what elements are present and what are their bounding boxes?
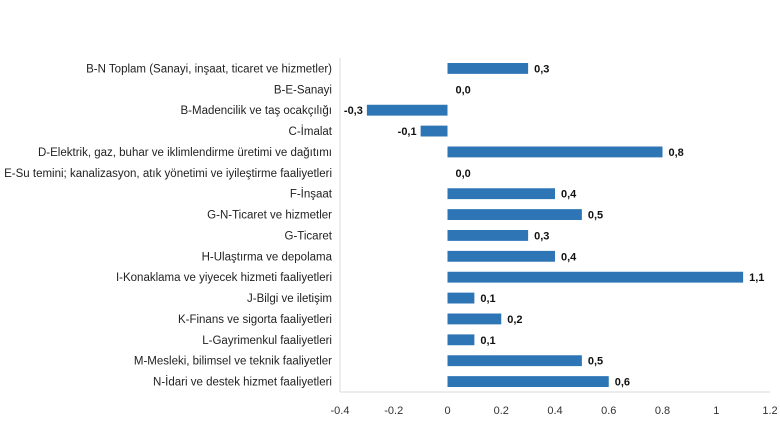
value-label: 0,4 (561, 251, 577, 263)
x-tick-label: 0.8 (655, 405, 670, 417)
bar (447, 63, 529, 74)
bar (447, 292, 475, 304)
category-label: C-İmalat (289, 125, 333, 138)
value-labels: 0,3 0,0 -0,3 -0,1 0,8 0,0 0,4 0,5 0,3 0,4 1,1 0,1 0,… (344, 63, 765, 388)
value-label: 0,1 (480, 335, 495, 347)
category-label: B-N Toplam (Sanayi, inşaat, ticaret ve h… (86, 63, 332, 75)
category-label: B-E-Sanayi (274, 84, 332, 96)
bar (447, 146, 663, 158)
bar (447, 209, 582, 220)
category-label: G-Ticaret (285, 230, 333, 242)
bar (447, 334, 475, 346)
bar (420, 125, 448, 137)
bar (447, 376, 609, 387)
category-label: D-Elektrik, gaz, buhar ve iklimlendirme … (38, 147, 332, 159)
value-label: 0,5 (588, 210, 603, 222)
category-label: H-Ulaştırma ve depolama (202, 251, 333, 263)
category-label: I-Konaklama ve yiyecek hizmeti faaliyetl… (116, 272, 332, 284)
bar (447, 271, 744, 283)
bar (447, 188, 555, 200)
value-label: 0,0 (456, 168, 471, 180)
value-label: 0,5 (588, 356, 603, 368)
category-label: G-N-Ticaret ve hizmetler (207, 210, 332, 222)
category-label: N-İdari ve destek hizmet faaliyetleri (153, 376, 332, 389)
value-label: 0,1 (480, 293, 495, 305)
value-label: 0,4 (561, 189, 577, 201)
category-label: K-Finans ve sigorta faaliyetleri (178, 314, 332, 326)
x-tick-label: 0.6 (601, 405, 616, 417)
bar (366, 104, 448, 116)
value-label: -0,3 (344, 105, 363, 117)
category-label: L-Gayrimenkul faaliyetleri (202, 335, 332, 347)
x-tick-label: 0 (444, 405, 450, 417)
value-label: 1,1 (749, 272, 764, 284)
x-tick-label: 1.2 (762, 405, 777, 417)
category-label: B-Madencilik ve taş ocakçılığı (181, 105, 332, 117)
x-tick-labels: -0.4 -0.2 0 0.2 0.4 0.6 0.8 1 1.2 (331, 405, 778, 417)
value-label: 0,2 (507, 314, 522, 326)
value-label: 0,3 (534, 63, 549, 75)
bar (447, 230, 529, 241)
category-label: F-İnşaat (290, 188, 333, 201)
bars (366, 63, 744, 387)
category-label: M-Mesleki, bilimsel ve teknik faaliyetle… (134, 356, 332, 368)
value-label: 0,3 (534, 230, 549, 242)
value-label: 0,8 (669, 147, 684, 159)
bar (447, 313, 502, 325)
x-tick-label: 0.4 (547, 405, 562, 417)
category-label: J-Bilgi ve iletişim (247, 293, 332, 305)
value-label: -0,1 (398, 126, 417, 138)
value-label: 0,0 (456, 84, 471, 96)
bar (447, 250, 555, 262)
value-label: 0,6 (615, 377, 630, 389)
category-label: E-Su temini; kanalizasyon, atık yönetimi… (4, 168, 332, 180)
category-labels: B-N Toplam (Sanayi, inşaat, ticaret ve h… (4, 63, 333, 388)
x-tick-label: 1 (713, 405, 719, 417)
x-tick-label: -0.2 (384, 405, 403, 417)
bar (447, 355, 582, 367)
x-tick-label: -0.4 (331, 405, 350, 417)
x-tick-label: 0.2 (494, 405, 509, 417)
